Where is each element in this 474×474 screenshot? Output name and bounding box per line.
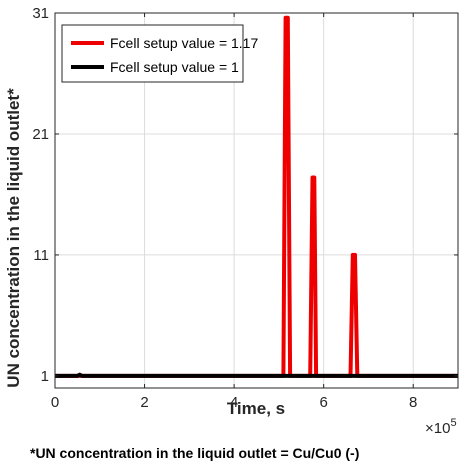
y-tick-label: 11 — [33, 247, 49, 264]
series-line-0 — [55, 15, 458, 378]
x-tick-label: 4 — [230, 394, 238, 411]
y-axis-title: UN concentration in the liquid outlet* — [4, 88, 23, 388]
legend-label-fcell-1-17: Fcell setup value = 1.17 — [110, 35, 258, 51]
caption: *UN concentration in the liquid outlet =… — [30, 445, 359, 461]
x-axis-title: Time, s — [227, 399, 285, 418]
series-line-1 — [55, 372, 458, 378]
legend-box — [61, 24, 244, 83]
legend: Fcell setup value = 1.17 Fcell setup val… — [61, 24, 258, 83]
x-tick-label: 0 — [51, 394, 59, 411]
series-lines — [55, 15, 458, 378]
legend-label-fcell-1: Fcell setup value = 1 — [110, 59, 239, 75]
x-tick-label: 6 — [319, 394, 327, 411]
y-tick-label: 1 — [41, 368, 49, 385]
plot-frame — [54, 12, 459, 389]
x-tick-label: 8 — [409, 394, 417, 411]
x-axis-exponent: ×105 — [425, 417, 457, 437]
y-tick-label: 21 — [32, 126, 49, 143]
x-tick-label: 2 — [140, 394, 148, 411]
y-tick-label: 31 — [32, 5, 49, 22]
